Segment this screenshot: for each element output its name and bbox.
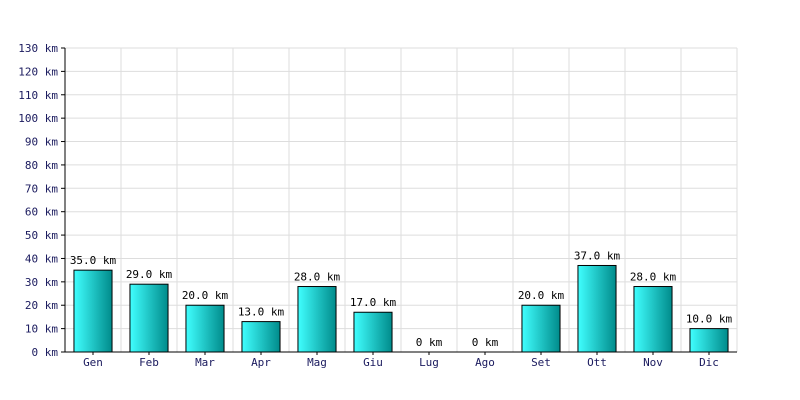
bar-giu bbox=[353, 311, 393, 353]
data-label: 37.0 km bbox=[574, 249, 621, 262]
x-tick-label: Apr bbox=[251, 356, 271, 369]
x-tick-label: Lug bbox=[419, 356, 439, 369]
y-tick-label: 20 km bbox=[25, 299, 58, 312]
x-tick-label: Nov bbox=[643, 356, 663, 369]
data-label: 0 km bbox=[472, 336, 499, 349]
y-tick-label: 0 km bbox=[32, 346, 59, 359]
x-tick-label: Ott bbox=[587, 356, 607, 369]
x-tick-label: Giu bbox=[363, 356, 383, 369]
bar-mag bbox=[297, 286, 337, 353]
x-tick-label: Mar bbox=[195, 356, 215, 369]
y-tick-label: 30 km bbox=[25, 276, 58, 289]
data-label: 35.0 km bbox=[70, 254, 117, 267]
bars bbox=[73, 264, 729, 353]
y-tick-label: 90 km bbox=[25, 136, 58, 149]
data-label: 13.0 km bbox=[238, 306, 285, 319]
data-label: 28.0 km bbox=[294, 271, 341, 284]
data-labels: 35.0 km 29.0 km 20.0 km 13.0 km 28.0 km 17.0 … bbox=[70, 249, 733, 349]
y-tick-label: 100 km bbox=[18, 112, 58, 125]
y-axis-tick-labels: 0 km 10 km 20 km 30 km 40 km 50 km 60 km 70 km 8… bbox=[18, 42, 58, 359]
data-label: 20.0 km bbox=[518, 289, 565, 302]
data-label: 0 km bbox=[416, 336, 443, 349]
x-tick-label: Set bbox=[531, 356, 551, 369]
x-tick-label: Feb bbox=[139, 356, 159, 369]
bar-set bbox=[521, 304, 561, 353]
y-tick-label: 40 km bbox=[25, 252, 58, 265]
y-tick-label: 80 km bbox=[25, 159, 58, 172]
bar-gen bbox=[73, 269, 113, 353]
y-tick-label: 10 km bbox=[25, 323, 58, 336]
data-label: 28.0 km bbox=[630, 271, 677, 284]
data-label: 20.0 km bbox=[182, 289, 229, 302]
x-tick-label: Mag bbox=[307, 356, 327, 369]
x-tick-label: Dic bbox=[699, 356, 719, 369]
bar-mar bbox=[185, 304, 225, 353]
bar-ott bbox=[577, 264, 617, 353]
bar-apr bbox=[241, 321, 281, 353]
y-tick-label: 60 km bbox=[25, 206, 58, 219]
data-label: 10.0 km bbox=[686, 313, 733, 326]
bar-dic bbox=[689, 328, 729, 353]
x-tick-label: Ago bbox=[475, 356, 495, 369]
y-tick-label: 110 km bbox=[18, 89, 58, 102]
data-label: 29.0 km bbox=[126, 268, 173, 281]
y-tick-label: 120 km bbox=[18, 65, 58, 78]
y-tick-label: 70 km bbox=[25, 182, 58, 195]
bar-nov bbox=[633, 286, 673, 353]
data-label: 17.0 km bbox=[350, 296, 397, 309]
grid-lines bbox=[64, 47, 738, 353]
bar-feb bbox=[129, 283, 169, 353]
y-tick-label: 130 km bbox=[18, 42, 58, 55]
y-tick-label: 50 km bbox=[25, 229, 58, 242]
x-axis-tick-labels: Gen Feb Mar Apr Mag Giu Lug Ago Set Ott Nov Dic bbox=[83, 356, 719, 369]
x-tick-label: Gen bbox=[83, 356, 103, 369]
axes bbox=[61, 47, 737, 355]
